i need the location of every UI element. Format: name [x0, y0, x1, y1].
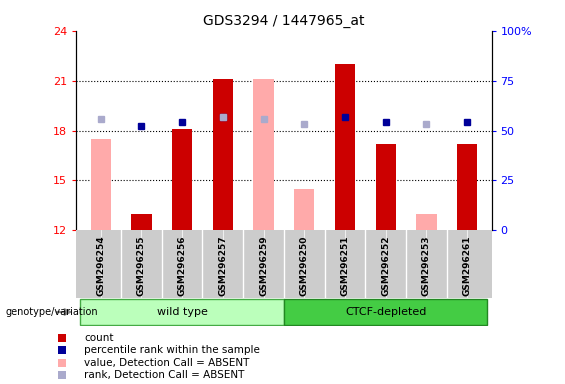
Text: GSM296259: GSM296259: [259, 236, 268, 296]
Text: count: count: [84, 333, 114, 343]
Bar: [131, 214, 151, 230]
Text: wild type: wild type: [157, 307, 207, 317]
Bar: [172, 129, 192, 230]
Bar: [253, 79, 273, 230]
Text: rank, Detection Call = ABSENT: rank, Detection Call = ABSENT: [84, 370, 245, 380]
Text: GSM296251: GSM296251: [341, 236, 350, 296]
Text: value, Detection Call = ABSENT: value, Detection Call = ABSENT: [84, 358, 249, 368]
Text: GSM296261: GSM296261: [463, 236, 472, 296]
Bar: [294, 189, 315, 230]
Bar: [80, 299, 284, 325]
Bar: [335, 64, 355, 230]
Text: GSM296256: GSM296256: [177, 236, 186, 296]
Text: CTCF-depleted: CTCF-depleted: [345, 307, 427, 317]
Text: percentile rank within the sample: percentile rank within the sample: [84, 345, 260, 355]
Bar: [376, 144, 396, 230]
Text: GSM296257: GSM296257: [218, 236, 227, 296]
Text: GSM296255: GSM296255: [137, 236, 146, 296]
Bar: [284, 299, 488, 325]
Text: GSM296253: GSM296253: [422, 236, 431, 296]
Bar: [416, 214, 437, 230]
Text: GSM296252: GSM296252: [381, 236, 390, 296]
Bar: [90, 139, 111, 230]
Bar: [212, 79, 233, 230]
Text: GSM296250: GSM296250: [300, 236, 308, 296]
Title: GDS3294 / 1447965_at: GDS3294 / 1447965_at: [203, 14, 364, 28]
Text: genotype/variation: genotype/variation: [6, 307, 98, 317]
Text: GSM296254: GSM296254: [96, 236, 105, 296]
Bar: [457, 144, 477, 230]
